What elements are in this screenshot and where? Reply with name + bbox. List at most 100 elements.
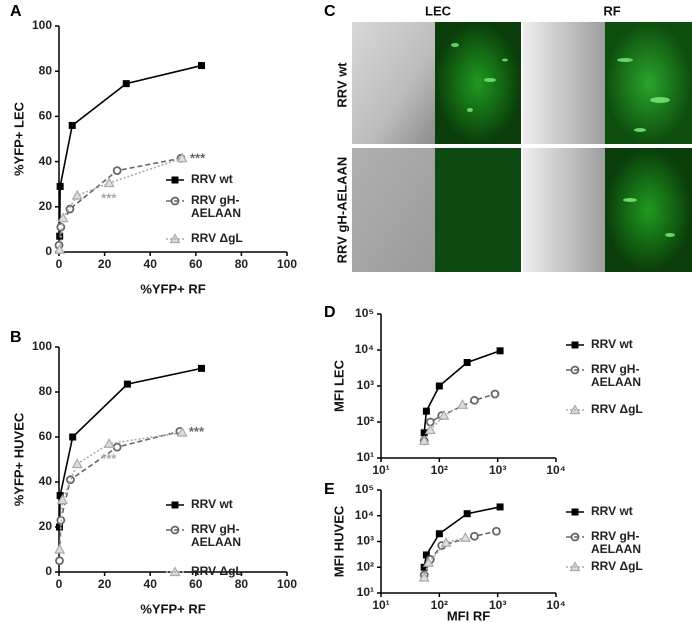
x-tick-label: 60 bbox=[189, 257, 203, 271]
fit-line bbox=[423, 530, 497, 576]
panel-label: A bbox=[10, 3, 22, 20]
marker bbox=[490, 389, 500, 399]
marker bbox=[176, 152, 188, 163]
marker bbox=[457, 399, 469, 409]
x-tick-label: 100 bbox=[277, 257, 297, 271]
y-tick-label: 10⁴ bbox=[355, 508, 374, 522]
marker bbox=[435, 382, 443, 390]
x-axis-label: %YFP+ RF bbox=[140, 601, 205, 616]
legend-entry: RRV wt bbox=[191, 498, 233, 511]
marker bbox=[57, 212, 69, 223]
fit-line bbox=[58, 430, 181, 561]
marker bbox=[198, 62, 205, 70]
marker bbox=[176, 426, 188, 437]
y-axis-label: MFI LEC bbox=[331, 359, 346, 412]
image-fl-rf-mut bbox=[605, 148, 692, 272]
x-tick-label: 20 bbox=[98, 577, 112, 591]
x-tick-label: 80 bbox=[235, 257, 249, 271]
marker bbox=[422, 556, 434, 567]
marker bbox=[496, 503, 504, 511]
marker bbox=[71, 189, 83, 200]
marker bbox=[418, 571, 430, 582]
y-axis-label: %YFP+ HUVEC bbox=[11, 412, 26, 506]
legend-entry: RRV gH-AELAAN bbox=[191, 194, 241, 220]
image-bf-lec-mut bbox=[352, 148, 435, 272]
marker bbox=[418, 435, 430, 445]
y-tick-label: 10⁴ bbox=[355, 342, 374, 356]
marker bbox=[123, 380, 131, 388]
fit-line bbox=[58, 367, 202, 528]
x-tick-label: 20 bbox=[98, 257, 112, 271]
legend-label: RRV wt bbox=[191, 173, 233, 186]
legend-label: RRV gH-AELAAN bbox=[591, 363, 641, 389]
legend-label: RRV gH-AELAAN bbox=[191, 523, 241, 549]
marker bbox=[103, 438, 115, 448]
image-fl-lec-wt bbox=[435, 22, 521, 144]
x-tick-label: 40 bbox=[144, 257, 158, 271]
marker bbox=[470, 395, 479, 405]
marker bbox=[112, 442, 122, 452]
y-tick-label: 100 bbox=[32, 18, 52, 32]
row-label: RRV wt bbox=[334, 62, 349, 108]
y-tick-label: 60 bbox=[39, 109, 53, 123]
x-tick-label: 0 bbox=[56, 257, 63, 271]
fit-line bbox=[58, 64, 202, 237]
legend-entry: RRV gH-AELAAN bbox=[191, 523, 241, 549]
marker bbox=[463, 358, 471, 366]
y-tick-label: 10¹ bbox=[357, 585, 374, 599]
legend-label: RRV wt bbox=[191, 498, 233, 511]
x-tick-label: 40 bbox=[144, 577, 158, 591]
fit-line bbox=[423, 536, 466, 578]
legend-label: RRV ΔgL bbox=[191, 565, 243, 578]
marker bbox=[103, 177, 115, 188]
marker bbox=[459, 532, 471, 542]
y-tick-label: 10² bbox=[357, 559, 374, 573]
marker bbox=[435, 530, 443, 538]
marker bbox=[54, 543, 66, 554]
fit-line bbox=[58, 157, 183, 250]
fit-line bbox=[423, 506, 501, 568]
y-tick-label: 20 bbox=[39, 199, 53, 213]
y-tick-label: 10¹ bbox=[357, 450, 374, 464]
x-tick-label: 10¹ bbox=[372, 598, 389, 612]
y-tick-label: 0 bbox=[45, 244, 52, 258]
x-tick-label: 10² bbox=[431, 598, 448, 612]
legend-entry: RRV wt bbox=[591, 505, 633, 518]
marker bbox=[420, 563, 428, 571]
marker bbox=[496, 347, 504, 355]
image-fl-lec-mut bbox=[435, 148, 521, 272]
x-tick-label: 80 bbox=[235, 577, 249, 591]
marker bbox=[198, 364, 205, 372]
y-axis-label: MFI HUVEC bbox=[331, 505, 346, 577]
marker bbox=[491, 526, 501, 536]
marker bbox=[68, 121, 76, 129]
column-label: LEC bbox=[425, 3, 452, 18]
panel-label: D bbox=[324, 304, 336, 321]
marker bbox=[54, 244, 66, 254]
x-axis-label: %YFP+ RF bbox=[140, 281, 205, 296]
y-tick-label: 60 bbox=[39, 429, 53, 443]
annotation: *** bbox=[101, 451, 117, 466]
marker bbox=[71, 458, 83, 469]
legend-entry: RRV gH-AELAAN bbox=[591, 530, 641, 556]
panel-label: E bbox=[324, 481, 335, 498]
x-tick-label: 10² bbox=[431, 463, 448, 477]
marker bbox=[69, 433, 77, 441]
marker bbox=[470, 531, 479, 541]
legend-label: RRV wt bbox=[591, 505, 633, 518]
x-axis-label: MFI RF bbox=[447, 608, 490, 623]
legend-label: RRV ΔgL bbox=[191, 232, 243, 245]
y-tick-label: 100 bbox=[32, 339, 52, 353]
y-tick-label: 80 bbox=[39, 384, 53, 398]
y-tick-label: 10² bbox=[357, 414, 374, 428]
cells bbox=[451, 43, 675, 237]
marker bbox=[55, 523, 63, 531]
y-tick-label: 10³ bbox=[357, 534, 374, 548]
marker bbox=[112, 166, 122, 176]
y-tick-label: 40 bbox=[39, 154, 53, 168]
legend-entry: RRV wt bbox=[591, 338, 633, 351]
y-tick-label: 40 bbox=[39, 474, 53, 488]
y-tick-label: 10³ bbox=[357, 378, 374, 392]
legend-label: RRV ΔgL bbox=[591, 560, 643, 573]
